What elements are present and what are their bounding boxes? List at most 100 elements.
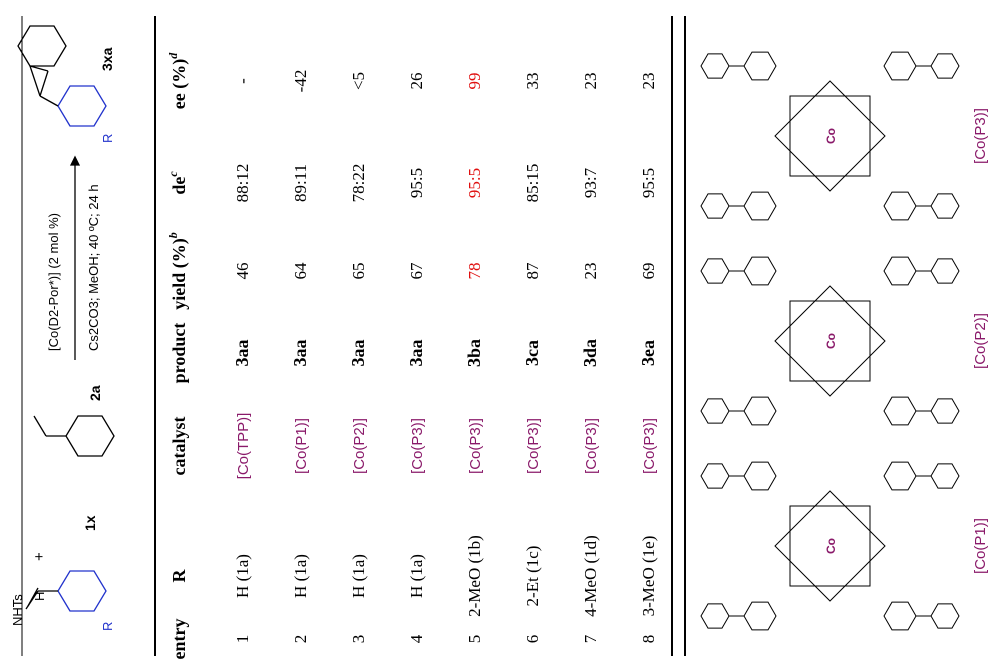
table-cell: H (1a) — [407, 554, 426, 598]
aryl-ring — [884, 257, 916, 285]
footnote-mark: b — [166, 232, 180, 238]
table-cell: 4 — [407, 634, 426, 643]
aryl-ring — [884, 397, 916, 425]
table-cell: 2-MeO (1b) — [465, 535, 484, 617]
aryl-ring — [884, 462, 916, 490]
table-cell: [Co(P2)] — [351, 418, 368, 474]
table-cell: 7 — [581, 634, 600, 643]
table-cell: 5 — [465, 635, 484, 644]
header-cell: dec — [166, 171, 189, 195]
header-cell: product — [169, 323, 189, 384]
aryl-ring — [884, 52, 916, 80]
aryl-ring — [701, 54, 729, 78]
header-cell: entry — [169, 619, 189, 660]
table-cell: 78 — [465, 263, 484, 280]
table-cell: 89:11 — [291, 164, 310, 202]
table-cell: 46 — [233, 263, 252, 280]
table-cell: [Co(P3)] — [525, 418, 542, 474]
table-cell: 3ca — [522, 340, 542, 366]
table-cell: 33 — [523, 73, 542, 90]
table-cell: 3ea — [638, 340, 658, 366]
aryl-ring — [701, 464, 729, 488]
scheme-text: R — [100, 134, 115, 143]
page: NHTs H + 1x R 2a [Co(D2-Por*)] (2 mol %)… — [0, 0, 997, 671]
table-cell: 3aa — [290, 340, 310, 367]
table-cell: 3aa — [348, 340, 368, 367]
table-cell: 8 — [639, 635, 658, 644]
scheme-text: 1x — [82, 515, 98, 531]
aryl-ring — [744, 192, 776, 220]
catalyst-label: [Co(P1)] — [972, 518, 989, 574]
aryl-ring — [701, 399, 729, 423]
table-cell: H (1a) — [233, 554, 252, 598]
aryl-ring — [884, 602, 916, 630]
aryl-ring — [701, 194, 729, 218]
metal-label: Co — [824, 538, 838, 554]
table-cell: 3da — [580, 339, 600, 367]
aryl-ring — [931, 399, 959, 423]
scheme-text: 3xa — [99, 47, 115, 71]
aryl-ring — [744, 52, 776, 80]
aryl-ring — [931, 54, 959, 78]
table-cell: 95:5 — [639, 168, 658, 198]
table-cell: 3 — [349, 635, 368, 644]
aryl-ring — [744, 602, 776, 630]
table-cell: -42 — [291, 70, 310, 93]
scheme-text: H — [32, 592, 47, 601]
table-cell: 78:22 — [349, 164, 368, 203]
aryl-ring — [931, 604, 959, 628]
aryl-ring — [744, 397, 776, 425]
document: NHTs H + 1x R 2a [Co(D2-Por*)] (2 mol %)… — [0, 0, 997, 671]
catalyst-label: [Co(P2)] — [972, 313, 989, 369]
footnote-mark: c — [166, 171, 180, 177]
aryl-ring — [744, 257, 776, 285]
table-cell: 88:12 — [233, 164, 252, 203]
rotated-content: NHTs H + 1x R 2a [Co(D2-Por*)] (2 mol %)… — [0, 0, 997, 671]
footnote-mark: d — [166, 52, 180, 59]
table-cell: 99 — [465, 73, 484, 90]
table-cell: [Co(P3)] — [409, 418, 426, 474]
table-cell: 87 — [523, 262, 542, 280]
header-cell: ee (%)d — [166, 52, 190, 109]
table-cell: 1 — [233, 635, 252, 644]
table-cell: [Co(P3)] — [583, 418, 600, 474]
aryl-ring — [931, 259, 959, 283]
aryl-ring — [701, 259, 729, 283]
scheme-text: R — [100, 622, 115, 631]
header-cell: yield (%)b — [166, 232, 190, 310]
table-cell: 2 — [291, 635, 310, 644]
table-cell: 85:15 — [523, 164, 542, 203]
header-cell: catalyst — [169, 417, 189, 476]
table-cell: [Co(P1)] — [293, 418, 310, 474]
metal-label: Co — [824, 333, 838, 349]
table-cell: 3aa — [406, 340, 426, 367]
table-cell: 26 — [407, 73, 426, 90]
aryl-ring — [931, 464, 959, 488]
scheme-text: Cs2CO3; MeOH; 40 ºC; 24 h — [86, 184, 101, 351]
metal-label: Co — [824, 128, 838, 144]
table-cell: 93:7 — [581, 167, 600, 198]
table-cell: - — [233, 78, 252, 84]
table-cell: 67 — [407, 262, 426, 280]
table-cell: H (1a) — [291, 554, 310, 598]
table-cell: 3aa — [232, 340, 252, 367]
scheme-text: 2a — [87, 385, 103, 401]
table-cell: 2-Et (1c) — [523, 546, 542, 607]
aryl-ring — [931, 194, 959, 218]
table-cell: 23 — [581, 263, 600, 280]
catalyst-label: [Co(P3)] — [972, 108, 989, 164]
table-cell: 23 — [581, 73, 600, 90]
table-cell: 6 — [523, 635, 542, 644]
table-cell: <5 — [349, 72, 368, 90]
scheme-text: [Co(D2-Por*)] (2 mol %) — [46, 213, 61, 351]
table-cell: [Co(P3)] — [467, 418, 484, 474]
table-cell: 95:5 — [407, 168, 426, 198]
table-cell: [Co(TPP)] — [235, 413, 252, 480]
table-cell: 3-MeO (1e) — [639, 536, 658, 617]
table-cell: [Co(P3)] — [641, 418, 658, 474]
header-cell: R — [169, 569, 189, 583]
aryl-ring — [884, 192, 916, 220]
aryl-ring — [701, 604, 729, 628]
scheme-text: + — [31, 552, 48, 561]
table-cell: 95:5 — [465, 168, 484, 198]
